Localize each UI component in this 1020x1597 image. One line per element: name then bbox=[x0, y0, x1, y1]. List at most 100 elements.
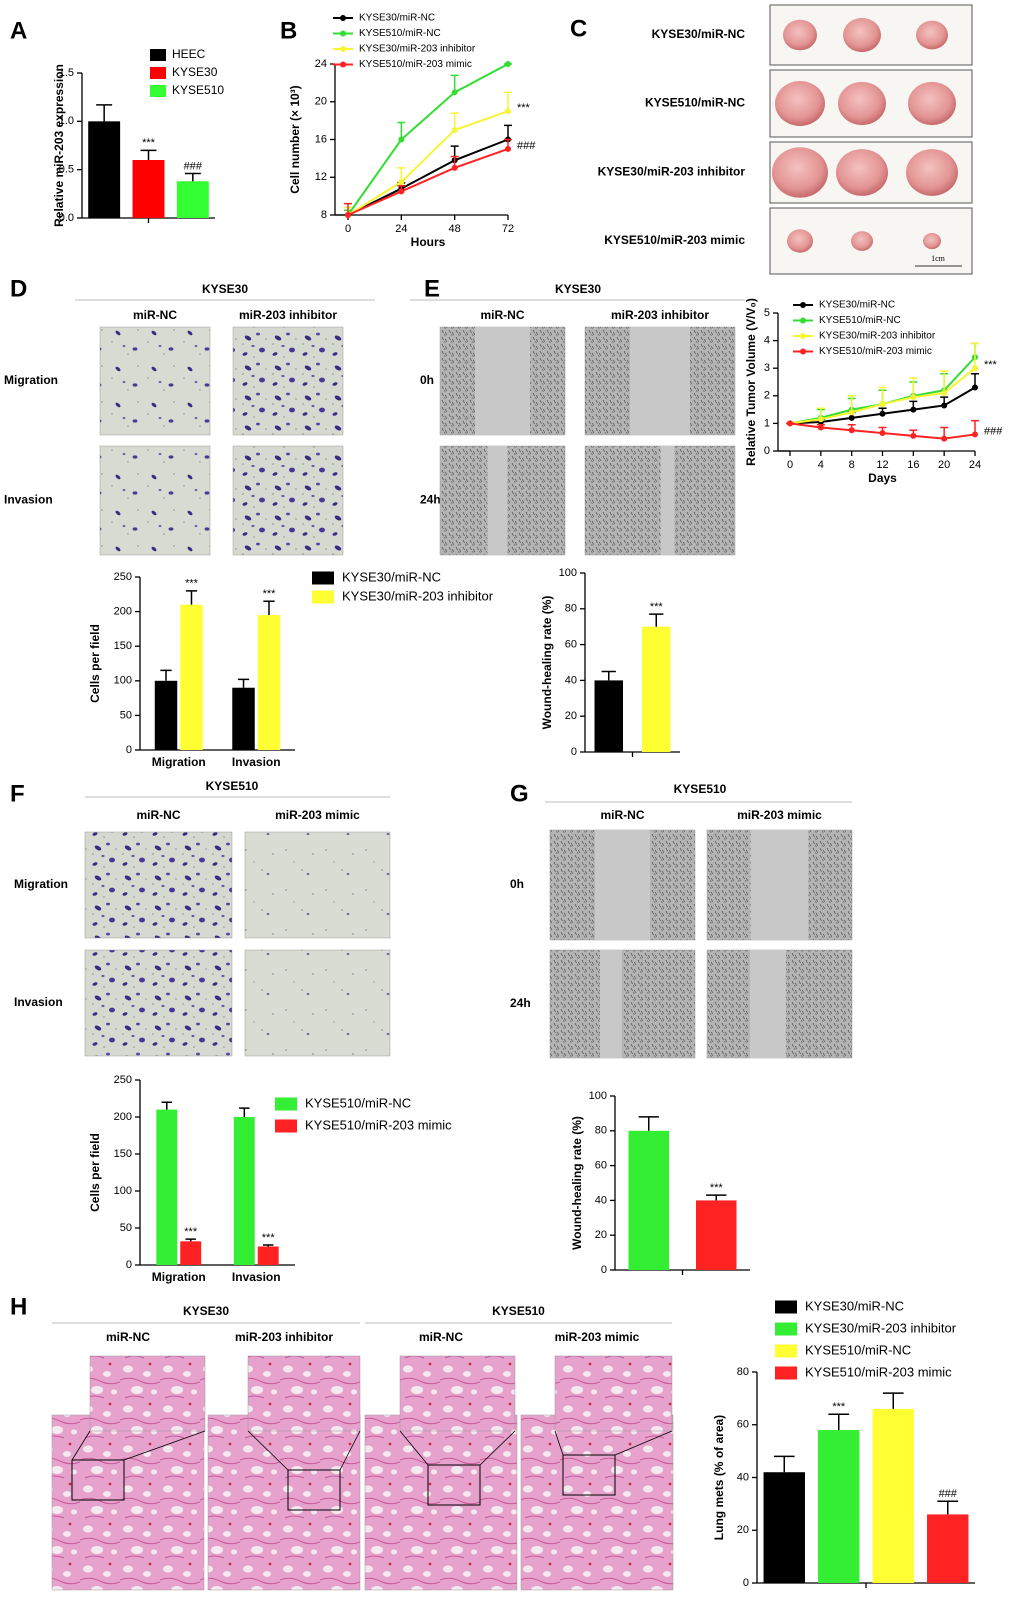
bar bbox=[594, 680, 623, 752]
tumor bbox=[908, 81, 956, 126]
significance: *** bbox=[832, 1401, 846, 1413]
micrograph bbox=[584, 445, 736, 556]
error-bar bbox=[184, 172, 201, 182]
error-bar bbox=[971, 342, 979, 369]
legend-swatch bbox=[775, 1366, 797, 1380]
x-tick-label: 72 bbox=[502, 223, 514, 235]
significance: *** bbox=[263, 588, 277, 600]
x-axis-label: Days bbox=[868, 471, 897, 485]
row-label: 0h bbox=[420, 373, 434, 387]
line bbox=[347, 147, 509, 216]
point bbox=[505, 108, 511, 115]
x-tick-label: 20 bbox=[938, 459, 950, 471]
point bbox=[941, 390, 948, 397]
significance: *** bbox=[142, 137, 156, 149]
panel-letter: E bbox=[424, 275, 440, 302]
legend-label: KYSE510/miR-NC bbox=[305, 1095, 411, 1110]
y-tick-label: 3 bbox=[764, 362, 770, 374]
y-tick-label: 40 bbox=[737, 1471, 749, 1483]
y-tick-label: 80 bbox=[737, 1366, 749, 1378]
y-tick-label: 2 bbox=[764, 390, 770, 402]
legend-marker bbox=[340, 30, 346, 37]
significance: ### bbox=[517, 140, 536, 152]
panel-title: KYSE510 bbox=[206, 779, 259, 793]
row-label: Invasion bbox=[4, 493, 53, 507]
y-tick-label: 60 bbox=[737, 1419, 749, 1431]
line bbox=[347, 138, 509, 216]
point bbox=[941, 402, 948, 409]
y-tick-label: 12 bbox=[315, 171, 327, 183]
significance: ### bbox=[939, 1488, 958, 1500]
bar bbox=[232, 687, 255, 750]
micrograph bbox=[51, 1414, 205, 1591]
legend-label: KYSE510 bbox=[172, 83, 224, 97]
y-tick-label: 0 bbox=[126, 744, 132, 756]
y-tick-label: 40 bbox=[565, 674, 577, 686]
legend-label: KYSE510/miR-NC bbox=[359, 28, 441, 39]
x-tick-label: Migration bbox=[152, 755, 206, 769]
legend-marker bbox=[340, 15, 346, 21]
wound-gap bbox=[630, 327, 690, 435]
y-axis-label: Wound-healing rate (%) bbox=[570, 1116, 584, 1250]
legend-label: KYSE30/miR-203 inhibitor bbox=[819, 331, 936, 342]
bar bbox=[132, 160, 165, 218]
y-tick-label: 0 bbox=[571, 746, 577, 758]
panel-letter: B bbox=[280, 17, 297, 44]
row-label: Invasion bbox=[14, 995, 63, 1009]
tumor bbox=[843, 17, 881, 53]
bar bbox=[763, 1472, 805, 1583]
micrograph bbox=[207, 1414, 361, 1591]
point bbox=[398, 136, 405, 143]
error-bar bbox=[262, 1244, 274, 1247]
point bbox=[879, 401, 886, 408]
legend-label: KYSE30/miR-NC bbox=[819, 300, 895, 311]
legend-marker bbox=[800, 348, 806, 355]
column-label: miR-203 inhibitor bbox=[239, 308, 337, 322]
legend-swatch bbox=[312, 571, 334, 585]
panel-title: KYSE30 bbox=[202, 282, 248, 296]
point bbox=[817, 424, 824, 431]
legend-swatch bbox=[775, 1300, 797, 1314]
y-tick-label: 20 bbox=[595, 1229, 607, 1241]
bar bbox=[872, 1408, 914, 1583]
zoom-connector bbox=[399, 1430, 429, 1466]
legend-label: KYSE510/miR-203 mimic bbox=[359, 59, 472, 70]
tumor bbox=[836, 149, 888, 196]
significance: *** bbox=[185, 578, 199, 590]
y-tick-label: 24 bbox=[315, 58, 327, 70]
legend-marker bbox=[800, 333, 806, 339]
tumor bbox=[783, 19, 817, 51]
panel-letter: H bbox=[10, 1293, 27, 1320]
legend-swatch bbox=[150, 67, 166, 79]
point bbox=[972, 384, 978, 391]
point bbox=[451, 127, 458, 134]
wound-gap bbox=[599, 950, 622, 1058]
tumor bbox=[838, 81, 886, 126]
y-axis-label: Relative Tumor Volume (V/V₀) bbox=[744, 298, 758, 466]
y-tick-label: 60 bbox=[595, 1160, 607, 1172]
micrograph bbox=[520, 1414, 674, 1591]
significance: *** bbox=[710, 1182, 724, 1194]
bar bbox=[180, 604, 203, 750]
legend-label: KYSE30/miR-203 inhibitor bbox=[805, 1320, 957, 1335]
zoom-box bbox=[71, 1459, 125, 1501]
zoom-connector bbox=[479, 1430, 516, 1466]
significance: ### bbox=[984, 425, 1003, 437]
significance: ### bbox=[184, 160, 203, 172]
row-label: Migration bbox=[14, 877, 68, 891]
y-tick-label: 60 bbox=[565, 639, 577, 651]
micrograph bbox=[244, 831, 391, 939]
legend-swatch bbox=[150, 49, 166, 61]
y-tick-label: 1 bbox=[764, 417, 770, 429]
significance: *** bbox=[184, 1226, 198, 1238]
x-tick-label: 4 bbox=[818, 459, 824, 471]
row-label: KYSE510/miR-203 mimic bbox=[604, 233, 745, 247]
y-tick-label: 200 bbox=[114, 606, 132, 618]
point bbox=[879, 430, 886, 437]
legend-marker bbox=[340, 61, 346, 68]
wound-gap bbox=[750, 830, 809, 940]
micrograph bbox=[84, 831, 233, 939]
x-tick-label: 24 bbox=[969, 459, 981, 471]
point bbox=[451, 89, 458, 96]
column-label: miR-203 inhibitor bbox=[235, 1330, 333, 1344]
